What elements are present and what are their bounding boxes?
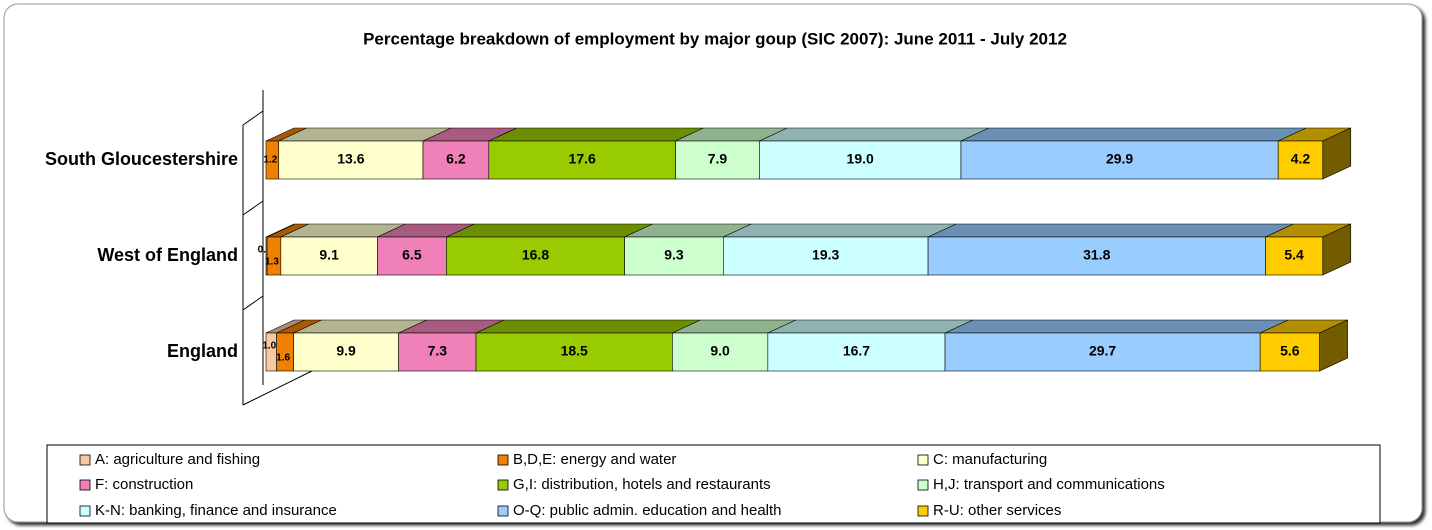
value-label: 9.1 (319, 247, 339, 263)
bar-segment (1277, 140, 1324, 180)
bar-segment (1265, 236, 1324, 276)
legend-swatch (917, 479, 929, 491)
value-label: 6.5 (402, 247, 422, 263)
y-tick-label: South Gloucestershire (45, 149, 238, 169)
legend-label: C: manufacturing (933, 451, 1047, 468)
bar-segment (759, 140, 962, 180)
legend-swatch (79, 454, 91, 466)
bar-top (475, 319, 701, 334)
plot-wall (242, 90, 319, 406)
bar-top (927, 223, 1294, 238)
value-label: 7.3 (428, 343, 448, 359)
bar-segment (475, 332, 673, 372)
value-label: 19.3 (812, 247, 839, 263)
value-label: 18.5 (561, 343, 588, 359)
y-tick-label: West of England (97, 245, 238, 265)
bar-segment (624, 236, 724, 276)
bar-segment (280, 236, 378, 276)
value-label: 4.2 (1291, 151, 1311, 167)
value-label: 1.6 (276, 353, 290, 364)
value-label: 9.0 (710, 343, 730, 359)
y-tick-label: England (167, 341, 238, 361)
value-label: 5.6 (1280, 343, 1300, 359)
value-label: 31.8 (1083, 247, 1110, 263)
bar-segment (1259, 332, 1320, 372)
bar-top (960, 127, 1307, 142)
bar-top (767, 319, 974, 334)
value-label: 0.1 (258, 245, 272, 256)
value-label: 13.6 (337, 151, 364, 167)
legend-swatch (79, 479, 91, 491)
value-label: 16.8 (522, 247, 549, 263)
legend-label: A: agriculture and fishing (95, 451, 260, 468)
bar-top (944, 319, 1289, 334)
chart-title: Percentage breakdown of employment by ma… (363, 29, 1067, 48)
bar-segment (944, 332, 1261, 372)
value-label: 16.7 (843, 343, 870, 359)
bar-segment (927, 236, 1266, 276)
legend-label: G,I: distribution, hotels and restaurant… (513, 476, 771, 493)
value-label: 29.9 (1106, 151, 1133, 167)
value-label: 6.2 (446, 151, 466, 167)
bar-top (488, 127, 704, 142)
legend-box (46, 444, 1381, 524)
value-label: 1.0 (262, 341, 276, 352)
legend-label: B,D,E: energy and water (513, 451, 676, 468)
bar-top (759, 127, 990, 142)
legend-swatch (79, 505, 91, 517)
legend-swatch (497, 454, 509, 466)
bar-segment (446, 236, 625, 276)
value-label: 17.6 (569, 151, 596, 167)
bar-segment (293, 332, 399, 372)
bar-top (446, 223, 653, 238)
bar-segment (672, 332, 769, 372)
legend-label: O-Q: public admin. education and health (513, 502, 782, 519)
legend-label: R-U: other services (933, 502, 1061, 519)
value-label: 19.0 (847, 151, 874, 167)
bar-top (278, 127, 452, 142)
bar-segment (960, 140, 1279, 180)
value-label: 5.4 (1284, 247, 1304, 263)
legend-label: F: construction (95, 476, 193, 493)
bar-top (723, 223, 957, 238)
value-label: 9.3 (664, 247, 684, 263)
value-label: 1.3 (265, 257, 279, 268)
bar-segment (488, 140, 676, 180)
legend-swatch (497, 479, 509, 491)
bar-segment (265, 332, 277, 372)
legend-label: K-N: banking, finance and insurance (95, 502, 337, 519)
bar-segment (722, 236, 929, 276)
value-label: 9.9 (336, 343, 356, 359)
legend-swatch (917, 505, 929, 517)
bar-segment (377, 236, 447, 276)
legend-label: H,J: transport and communications (933, 476, 1165, 493)
bar-segment (675, 140, 760, 180)
value-label: 29.7 (1089, 343, 1116, 359)
legend-swatch (917, 454, 929, 466)
legend-swatch (497, 505, 509, 517)
value-label: 1.2 (263, 155, 277, 166)
value-label: 7.9 (708, 151, 728, 167)
